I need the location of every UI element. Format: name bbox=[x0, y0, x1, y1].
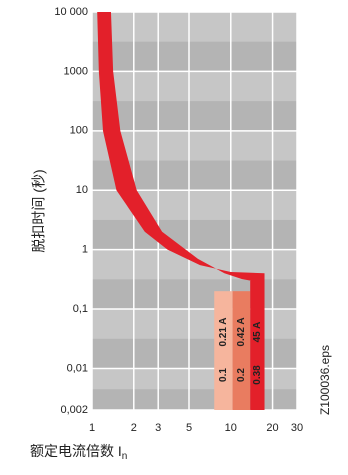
y-axis-label: 脱扣时间 (秒) bbox=[31, 169, 47, 252]
stripe bbox=[92, 101, 297, 131]
selectivity-column bbox=[214, 291, 233, 410]
column-label: 0.38 bbox=[252, 365, 263, 385]
x-axis-label: 额定电流倍数 In bbox=[30, 443, 127, 462]
column-label: 0.21 A bbox=[218, 317, 229, 346]
stripe bbox=[92, 389, 297, 410]
x-axis-label-main: 额定电流倍数 I bbox=[30, 443, 122, 459]
column-label: 0.1 bbox=[218, 368, 229, 382]
y-tick-label: 0,002 bbox=[60, 404, 88, 416]
y-tick-label: 0,01 bbox=[67, 362, 88, 374]
x-tick-label: 2 bbox=[131, 422, 137, 434]
y-tick-label: 100 bbox=[70, 125, 88, 137]
stripe bbox=[92, 338, 297, 369]
column-label: 0.2 bbox=[236, 368, 247, 382]
x-tick-label: 20 bbox=[266, 422, 278, 434]
y-tick-label: 1000 bbox=[64, 65, 88, 77]
x-tick-label: 30 bbox=[291, 422, 303, 434]
stripe bbox=[92, 219, 297, 250]
x-tick-label: 10 bbox=[225, 422, 237, 434]
y-tick-label: 0,1 bbox=[73, 303, 88, 315]
y-tick-label: 1 bbox=[82, 244, 88, 256]
selectivity-column bbox=[232, 291, 251, 410]
column-label: 45 A bbox=[252, 322, 263, 343]
trip-curve-band bbox=[97, 12, 265, 410]
stripe bbox=[92, 279, 297, 310]
file-note: Z100036.eps bbox=[318, 345, 332, 415]
x-tick-label: 3 bbox=[155, 422, 161, 434]
x-tick-label: 1 bbox=[89, 422, 95, 434]
x-tick-label: 5 bbox=[186, 422, 192, 434]
y-tick-label: 10 000 bbox=[54, 6, 88, 18]
y-tick-label: 10 bbox=[76, 184, 88, 196]
stripe bbox=[92, 41, 297, 72]
x-axis-label-sub: n bbox=[122, 451, 128, 462]
column-label: 0.42 A bbox=[236, 317, 247, 346]
